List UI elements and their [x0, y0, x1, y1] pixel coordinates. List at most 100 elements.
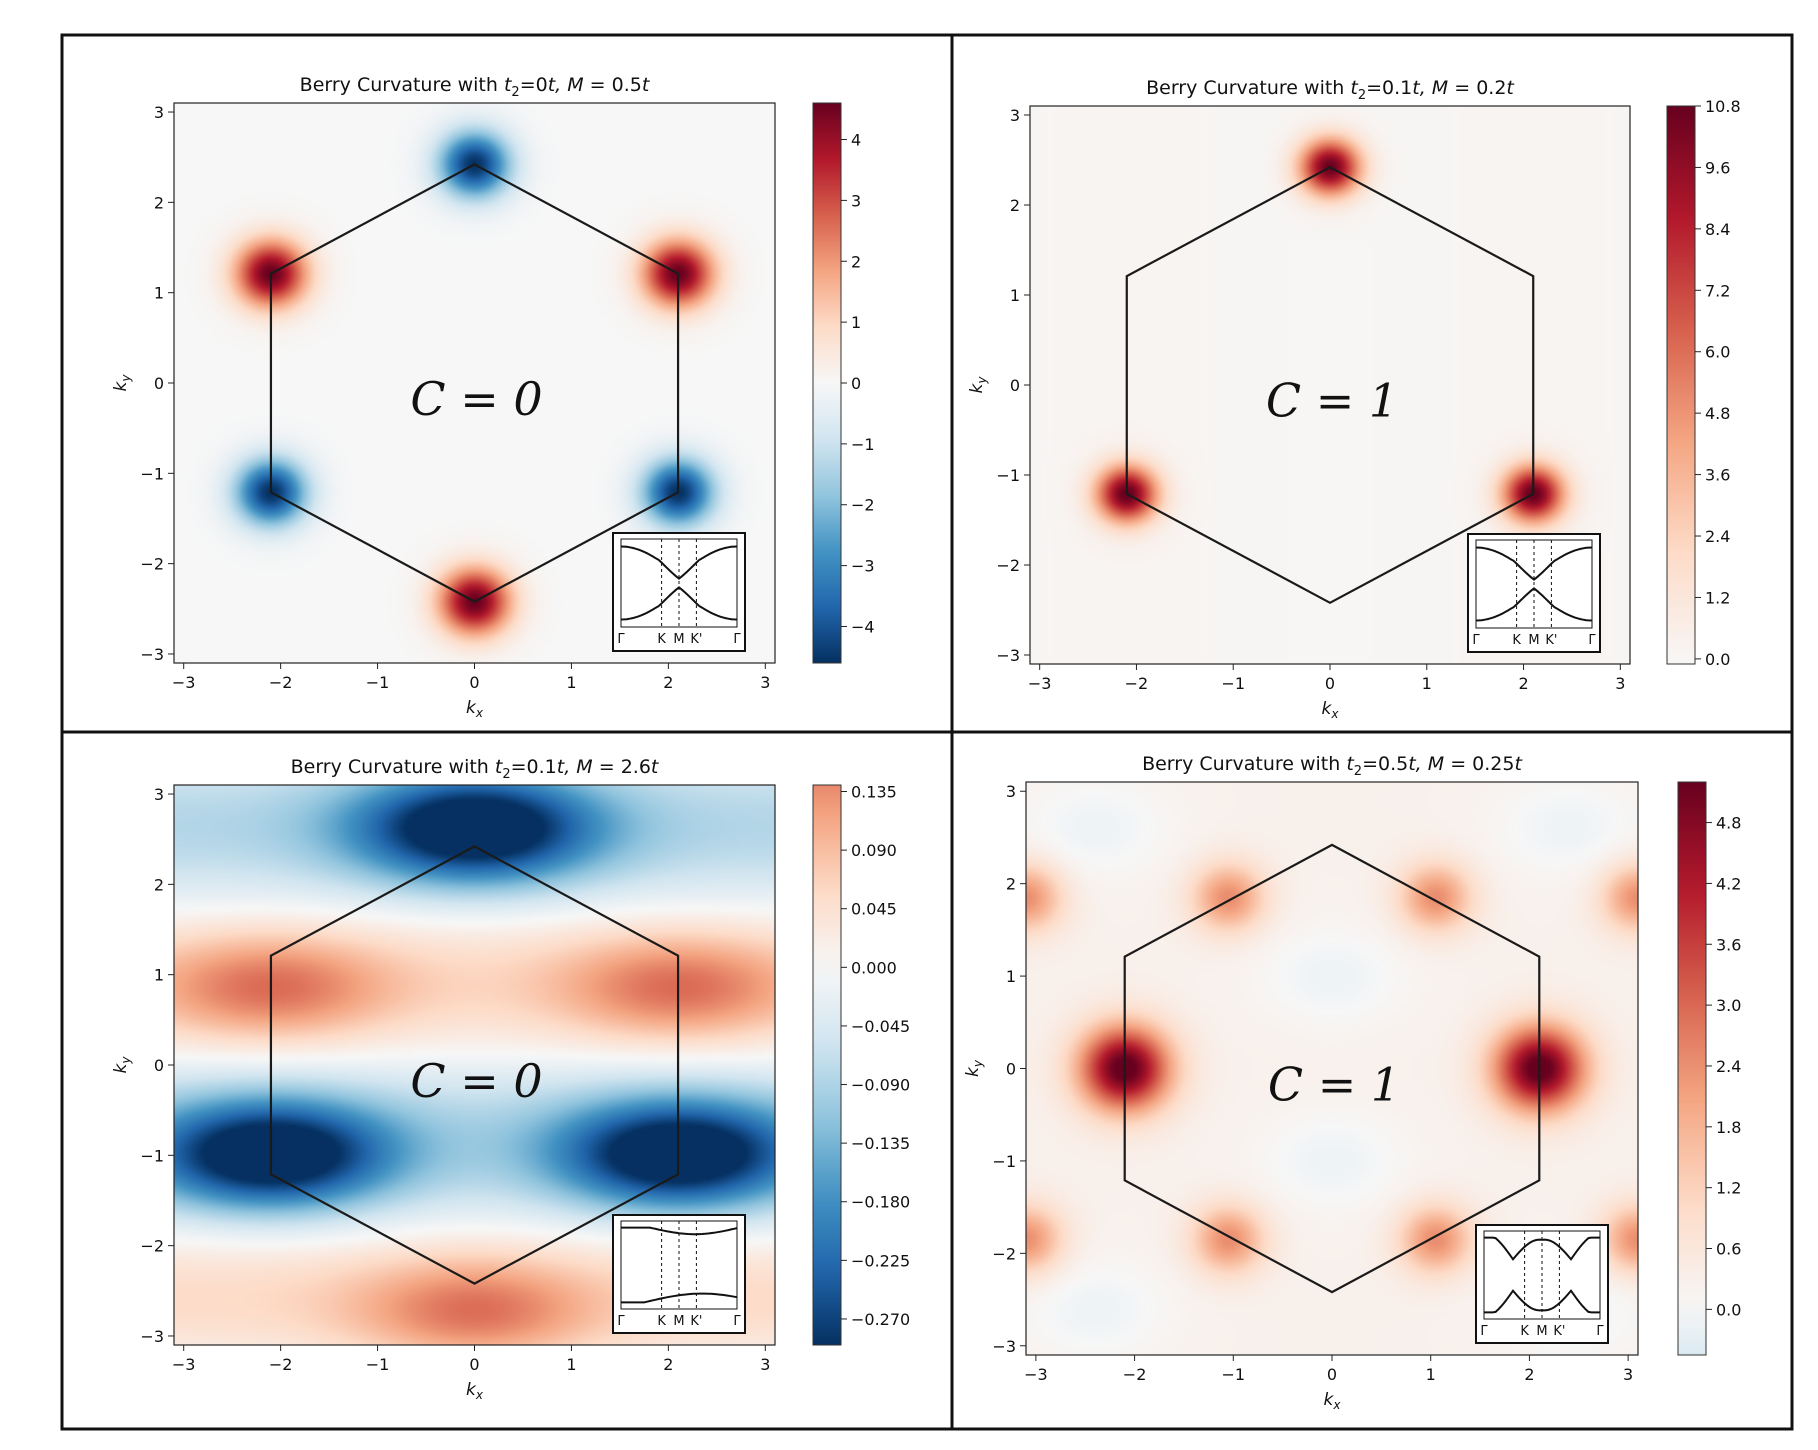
colorbar-tick-label: 3.6 — [1716, 935, 1741, 954]
inset-kpoint-label: M — [673, 632, 684, 647]
x-axis-label: kx — [466, 698, 484, 720]
colorbar-tick-label: −0.090 — [851, 1076, 910, 1095]
inset-kpoint-label: K' — [690, 1314, 702, 1329]
colorbar-tick-label: 6.0 — [1705, 343, 1730, 362]
x-tick-label: −2 — [269, 1355, 293, 1374]
brillouin-zone-hexagon — [269, 845, 680, 1285]
colorbar-tick-label: −0.045 — [851, 1017, 910, 1036]
inset-lower-band — [621, 1292, 738, 1304]
colorbar-tick-label: 2.4 — [1705, 527, 1730, 546]
colorbar-tick-label: 4.8 — [1705, 404, 1730, 423]
inset-upper-band — [1484, 1236, 1600, 1261]
colorbar-tick-label: −3 — [851, 557, 875, 576]
y-tick-label: −3 — [140, 1327, 164, 1346]
chern-number-label: C = 1 — [1266, 374, 1398, 428]
colorbar-tick-label: 4 — [851, 131, 861, 150]
colorbar-tick-label: 1.2 — [1716, 1179, 1741, 1198]
colorbar-tick-label: −4 — [851, 617, 875, 636]
colorbar-tick-label: 0.6 — [1716, 1240, 1741, 1259]
x-tick-label: 0 — [1327, 1365, 1337, 1384]
colorbar-tick-label: 3 — [851, 191, 861, 210]
panel-2: Berry Curvature with t2=0.1t, M = 0.2t C … — [967, 77, 1741, 721]
colorbar-tick-label: 1.8 — [1716, 1118, 1741, 1137]
band-structure-inset: Γ K M K' Γ — [1467, 533, 1601, 653]
x-tick-label: 2 — [663, 673, 673, 692]
colorbar-tick-label: −2 — [851, 496, 875, 515]
colorbar — [1677, 781, 1707, 1356]
y-axis-label: ky — [111, 374, 133, 392]
y-tick-label: −2 — [992, 1244, 1016, 1263]
colorbar-tick-label: 0.0 — [1716, 1300, 1741, 1319]
y-tick-label: −1 — [992, 1152, 1016, 1171]
x-tick-label: −2 — [1123, 1365, 1147, 1384]
x-tick-label: −3 — [172, 673, 196, 692]
brillouin-zone-hexagon — [1123, 843, 1541, 1294]
chern-number-label: C = 1 — [1268, 1058, 1400, 1112]
x-axis-label: kx — [466, 1380, 484, 1402]
colorbar-tick-label: 0.135 — [851, 783, 897, 802]
colorbar-tick-label: 7.2 — [1705, 281, 1730, 300]
y-tick-label: 0 — [1006, 1060, 1016, 1079]
colorbar-tick-label: −0.135 — [851, 1134, 910, 1153]
inset-lower-band — [620, 586, 738, 621]
chern-number-label: C = 0 — [410, 1054, 542, 1108]
inset-kpoint-label: M — [1528, 633, 1539, 648]
y-tick-label: 1 — [154, 284, 164, 303]
colorbar-tick-label: 1 — [851, 313, 861, 332]
colorbar-tick-label: 0.0 — [1705, 650, 1730, 669]
y-tick-label: −3 — [140, 645, 164, 664]
inset-kpoint-label: Γ — [1596, 1324, 1604, 1339]
x-tick-label: 0 — [469, 1355, 479, 1374]
y-tick-label: 2 — [1010, 196, 1020, 215]
band-structure-inset: Γ K M K' Γ — [612, 1214, 746, 1334]
y-axis-label: ky — [967, 376, 989, 394]
y-tick-label: 1 — [1010, 286, 1020, 305]
x-tick-label: −1 — [1221, 674, 1245, 693]
inset-kpoint-label: K — [657, 1314, 666, 1329]
colorbar-tick-label: −0.270 — [851, 1310, 910, 1329]
inset-upper-band — [1475, 546, 1593, 581]
inset-kpoint-label: K' — [1553, 1324, 1565, 1339]
colorbar — [812, 784, 842, 1346]
y-tick-label: 0 — [154, 374, 164, 393]
y-tick-label: −2 — [140, 555, 164, 574]
inset-kpoint-label: Γ — [733, 1314, 741, 1329]
x-tick-label: 3 — [760, 1355, 770, 1374]
x-tick-label: 2 — [1518, 674, 1528, 693]
x-tick-label: 0 — [1325, 674, 1335, 693]
x-tick-label: −2 — [269, 673, 293, 692]
colorbar-tick-label: 9.6 — [1705, 158, 1730, 177]
inset-kpoint-label: M — [673, 1314, 684, 1329]
colorbar — [1666, 105, 1696, 665]
colorbar-tick-label: −0.225 — [851, 1251, 910, 1270]
panel-1: Berry Curvature with t2=0t, M = 0.5t C = … — [111, 74, 875, 720]
colorbar-tick-label: 2.4 — [1716, 1057, 1741, 1076]
x-tick-label: 3 — [1615, 674, 1625, 693]
y-tick-label: −1 — [140, 1146, 164, 1165]
y-tick-label: −2 — [140, 1237, 164, 1256]
y-tick-label: 3 — [1010, 106, 1020, 125]
panel-title: Berry Curvature with t2=0t, M = 0.5t — [300, 74, 651, 100]
band-structure-inset: Γ K M K' Γ — [1475, 1224, 1609, 1344]
y-tick-label: 0 — [1010, 376, 1020, 395]
colorbar-tick-label: 4.8 — [1716, 814, 1741, 833]
x-axis-label: kx — [1322, 699, 1340, 721]
x-axis-label: kx — [1324, 1390, 1342, 1412]
colorbar-tick-label: 3.6 — [1705, 466, 1730, 485]
colorbar-tick-label: 0.000 — [851, 958, 897, 977]
brillouin-zone-hexagon — [1125, 165, 1535, 605]
x-tick-label: 1 — [566, 673, 576, 692]
x-tick-label: 2 — [663, 1355, 673, 1374]
chern-number-label: C = 0 — [410, 372, 542, 426]
x-tick-label: −3 — [172, 1355, 196, 1374]
inset-kpoint-label: Γ — [1588, 633, 1596, 648]
inset-upper-band — [620, 545, 738, 580]
x-tick-label: 3 — [1623, 1365, 1633, 1384]
x-tick-label: −1 — [1221, 1365, 1245, 1384]
y-tick-label: 0 — [154, 1056, 164, 1075]
y-tick-label: 2 — [1006, 875, 1016, 894]
colorbar-tick-label: 8.4 — [1705, 220, 1730, 239]
x-tick-label: 1 — [1422, 674, 1432, 693]
y-tick-label: 1 — [1006, 967, 1016, 986]
